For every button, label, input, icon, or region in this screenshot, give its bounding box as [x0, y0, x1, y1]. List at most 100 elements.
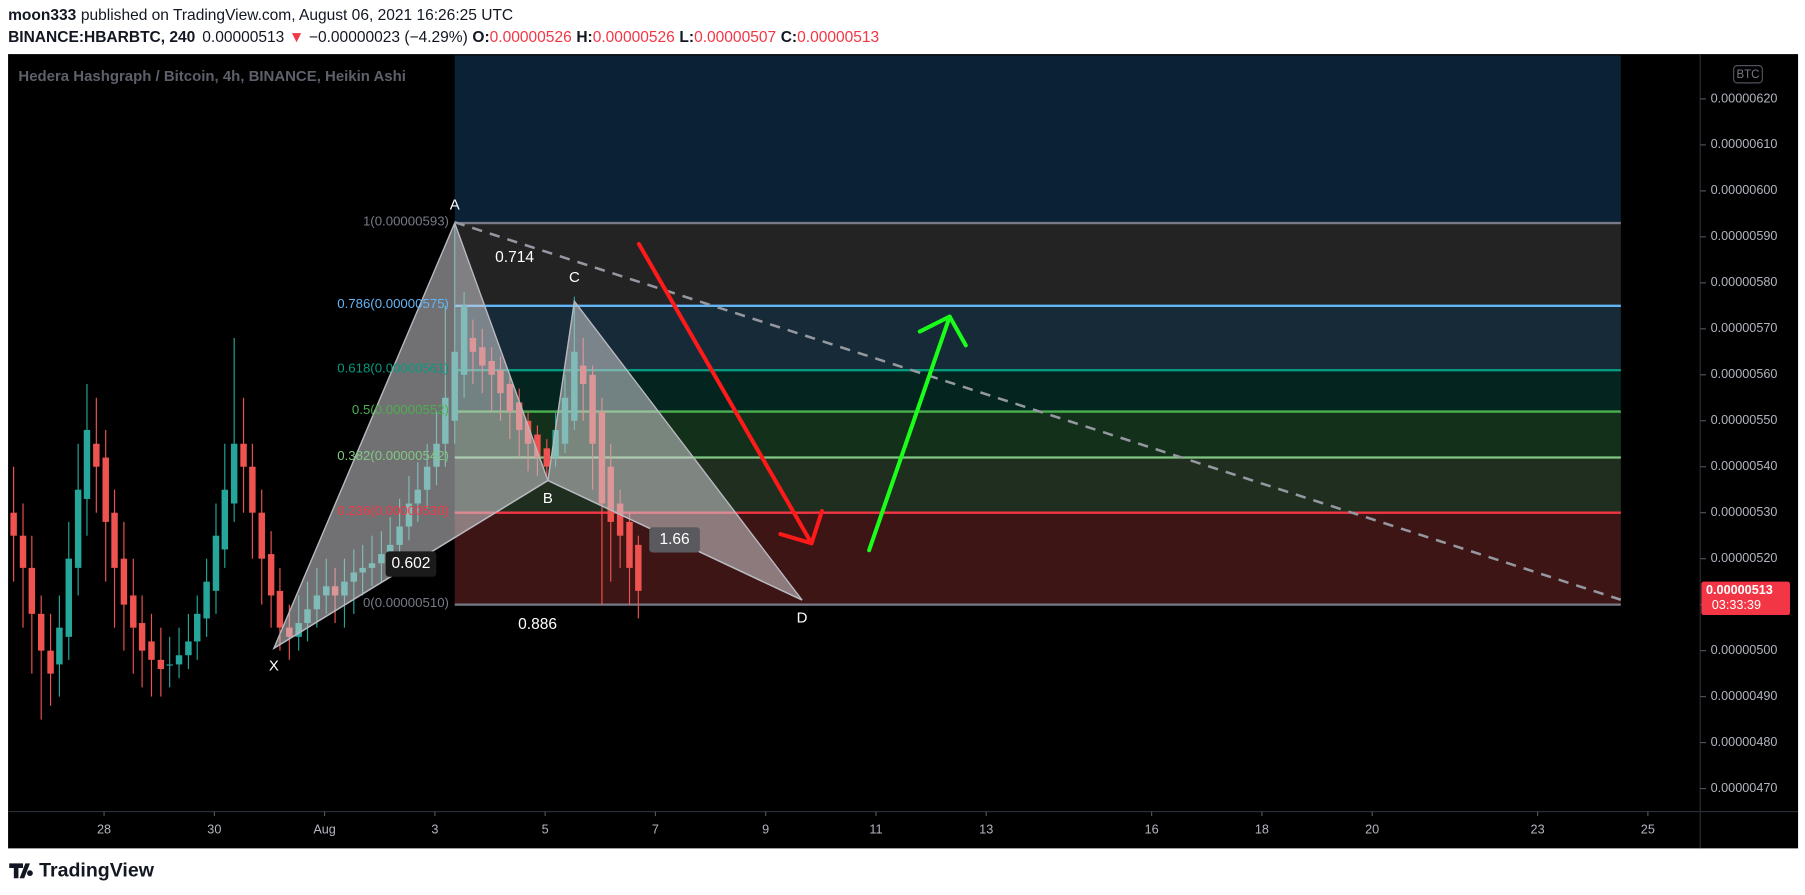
last-price-box [1701, 581, 1791, 616]
plot-area [10, 55, 1621, 720]
x-tick-label: 25 [1641, 822, 1655, 836]
candle-body [635, 544, 642, 591]
x-tick-label: 5 [542, 822, 549, 836]
chart-title: Hedera Hashgraph / Bitcoin, 4h, BINANCE,… [18, 68, 405, 85]
fib-label: 0.236(0.00000530) [337, 503, 449, 518]
candle-body [111, 512, 118, 568]
candle-body [120, 558, 128, 605]
pattern-point-label: B [543, 490, 553, 507]
x-tick-label: 11 [869, 822, 882, 836]
symbol: BINANCE:HBARBTC, 240 [8, 29, 195, 46]
candle-body [626, 521, 633, 568]
o-label: O: [472, 29, 489, 46]
y-tick-label: 0.00000620 [1711, 91, 1778, 105]
ratio-label: 0.886 [518, 616, 557, 633]
l: 0.00000507 [694, 29, 776, 46]
candle-body [56, 627, 63, 665]
h: 0.00000526 [593, 29, 675, 46]
candle-body [221, 489, 229, 550]
c-label: C: [781, 29, 797, 46]
candle-body [47, 650, 54, 674]
candle-body [10, 512, 17, 536]
y-tick-label: 0.00000480 [1711, 735, 1778, 749]
label-layer: 1(0.00000593) 0.786(0.00000575) 0.618(0.00… [269, 197, 1791, 675]
y-tick-label: 0.00000600 [1711, 183, 1778, 197]
y-tick-label: 0.00000550 [1711, 413, 1778, 427]
y-tick-label: 0.00000470 [1711, 781, 1778, 795]
pattern-point-label: A [450, 197, 460, 214]
x-tick-label: 30 [207, 822, 221, 836]
candle-body [203, 581, 210, 619]
candle-body [267, 554, 275, 596]
currency: BTC [1737, 69, 1760, 81]
candle-body [138, 623, 146, 651]
last: 0.00000513 [202, 29, 284, 46]
down-arrow [636, 242, 824, 546]
candle-body [74, 489, 82, 568]
x-tick-label: Aug [313, 822, 336, 836]
candle-body [65, 558, 72, 637]
ratio-label: 1.66 [659, 531, 689, 548]
candle-body [258, 512, 265, 559]
candle-body [19, 535, 27, 568]
candle-body [148, 641, 155, 660]
x-tick-label: 9 [762, 822, 769, 836]
x-tick-label: 7 [652, 822, 659, 836]
x-tick-label: 13 [979, 822, 993, 836]
arrow: ▼ [289, 29, 304, 46]
symbol-line: BINANCE:HBARBTC, 240 0.00000513 ▼ −0.000000… [8, 29, 879, 46]
author: moon333 [8, 7, 77, 24]
candle-body [212, 535, 220, 591]
brand: TradingView [39, 860, 155, 882]
fib-label: 0.5(0.00000552) [352, 402, 449, 417]
candle-body [166, 664, 173, 666]
ratio-box [385, 551, 437, 577]
fib-label: 0.786(0.00000575) [337, 296, 449, 311]
change: −0.00000023 (−4.29%) [309, 29, 468, 46]
y-tick-label: 0.00000500 [1711, 643, 1778, 657]
candle-body [102, 457, 109, 522]
ratio-label: 0.714 [495, 249, 534, 266]
o: 0.00000526 [490, 29, 572, 46]
fib-band [454, 305, 1621, 371]
candle-body [157, 659, 165, 670]
y-tick-label: 0.00000570 [1711, 321, 1778, 335]
fib-label: 0.618(0.00000561) [337, 361, 449, 376]
l-label: L: [679, 29, 694, 46]
pattern-point-label: D [797, 609, 808, 626]
logo [9, 863, 33, 879]
y-tick-label: 0.00000590 [1711, 229, 1778, 243]
candle-body [230, 443, 238, 504]
fib-band [454, 223, 1621, 306]
fib-label: 0(0.00000510) [363, 595, 449, 610]
x-tick-label: 3 [431, 822, 438, 836]
fib-band [454, 55, 1621, 224]
candle-body [616, 503, 624, 536]
drawings [454, 220, 1622, 601]
c: 0.00000513 [797, 29, 879, 46]
candle-body [83, 429, 91, 499]
y-tick-label: 0.00000610 [1711, 137, 1778, 151]
candle-body [37, 613, 45, 651]
candle-body [543, 448, 551, 467]
plot-layer: 0.00000470 0.00000480 0.00000490 0.00000500… [10, 55, 1777, 836]
up-arrow [867, 314, 968, 553]
pattern-base [273, 479, 803, 649]
x-tick-label: 28 [97, 822, 111, 836]
candle-body [175, 655, 183, 665]
x-tick-label: 18 [1255, 822, 1269, 836]
y-tick-label: 0.00000560 [1711, 367, 1778, 381]
fib-label: 0.382(0.00000542) [337, 448, 449, 463]
published: published on TradingView.com, August 06,… [81, 7, 513, 24]
candle-body [534, 434, 541, 458]
h-label: H: [576, 29, 592, 46]
candle-body [185, 641, 192, 656]
candle-body [28, 567, 36, 614]
ratio-label: 0.602 [392, 555, 431, 572]
candle-body [276, 590, 284, 628]
candle-body [240, 443, 247, 467]
x-tick-label: 23 [1531, 822, 1545, 836]
